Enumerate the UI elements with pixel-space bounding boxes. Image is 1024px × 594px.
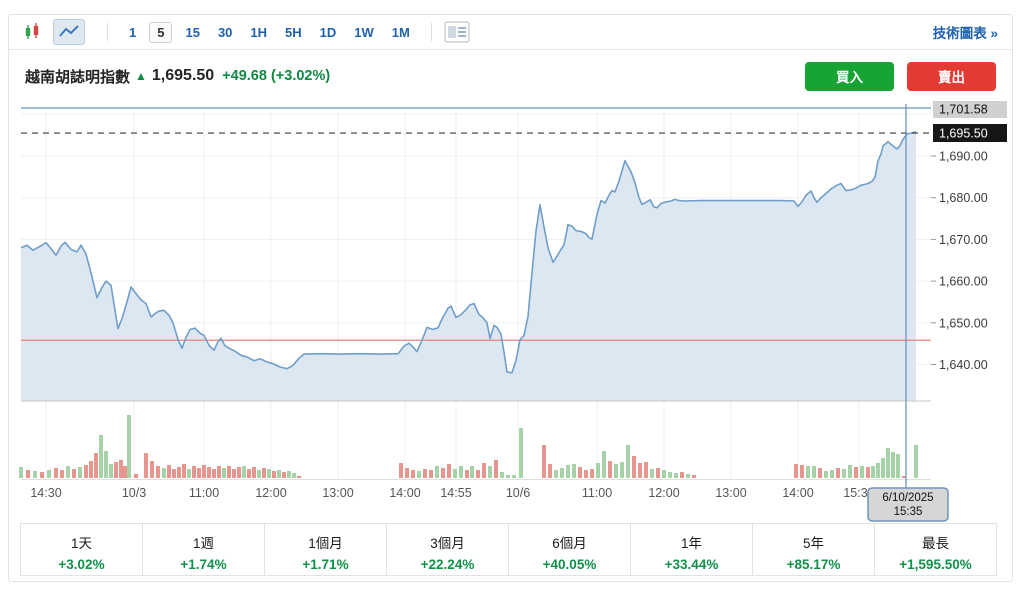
svg-text:14:30: 14:30 [30, 486, 61, 500]
chart-widget-card: 1 5 15 30 1H 5H 1D 1W 1M 技術圖表 » 越南胡誌明指數 … [8, 14, 1013, 582]
interval-5h[interactable]: 5H [285, 24, 302, 40]
svg-text:6/10/2025: 6/10/2025 [882, 492, 933, 504]
svg-text:14:00: 14:00 [782, 486, 813, 500]
buy-button[interactable]: 買入 [805, 61, 894, 91]
interval-1[interactable]: 1 [129, 24, 137, 40]
technical-chart-link[interactable]: 技術圖表 » [932, 26, 998, 41]
svg-text:13:00: 13:00 [322, 486, 353, 500]
interval-5[interactable]: 5 [149, 21, 173, 43]
candlestick-icon[interactable] [23, 22, 43, 42]
svg-text:15:35: 15:35 [843, 486, 874, 500]
interval-30[interactable]: 30 [217, 24, 233, 40]
news-panel-icon[interactable] [444, 21, 470, 43]
sell-button[interactable]: 賣出 [907, 61, 996, 91]
perf-cell-6m: 6個月 +40.05% [509, 524, 631, 575]
performance-panel: 1天 +3.02% 1週 +1.74% 1個月 +1.71% 3個月 +22.2… [20, 523, 997, 576]
svg-text:1,670.00: 1,670.00 [939, 233, 988, 247]
interval-15[interactable]: 15 [185, 24, 200, 40]
perf-cell-5y: 5年 +85.17% [753, 524, 875, 575]
perf-cell-1w: 1週 +1.74% [143, 524, 265, 575]
instrument-header: 越南胡誌明指數 ▲ 1,695.50 +49.68 (+3.02%) 買入 賣出 [9, 51, 1012, 101]
y-axis-labels: 1,690.00 1,680.00 1,670.00 1,660.00 1,650.00… [931, 150, 988, 372]
svg-text:1,690.00: 1,690.00 [939, 150, 988, 164]
up-arrow-icon: ▲ [135, 69, 147, 83]
toolbar-divider [430, 23, 432, 41]
svg-text:12:00: 12:00 [255, 486, 286, 500]
crosshair-price-label: 1,701.58 [933, 100, 1007, 118]
svg-text:1,640.00: 1,640.00 [939, 358, 988, 372]
svg-text:11:00: 11:00 [189, 486, 219, 500]
x-axis-labels: 14:30 10/3 11:00 12:00 13:00 14:00 14:55 10/6 11… [30, 486, 874, 500]
svg-text:10/6: 10/6 [506, 486, 530, 500]
svg-text:14:55: 14:55 [440, 486, 471, 500]
interval-1d[interactable]: 1D [319, 24, 337, 40]
volume-bars [19, 415, 918, 478]
svg-text:13:00: 13:00 [715, 486, 746, 500]
svg-text:14:00: 14:00 [389, 486, 420, 500]
price-change: +49.68 (+3.02%) [222, 68, 331, 84]
crosshair-tooltip: 6/10/2025 15:35 [867, 487, 949, 522]
line-chart-icon[interactable] [53, 19, 85, 45]
svg-text:11:00: 11:00 [582, 486, 612, 500]
interval-1m[interactable]: 1M [391, 24, 410, 40]
svg-text:1,701.58: 1,701.58 [939, 103, 988, 117]
perf-cell-1y: 1年 +33.44% [631, 524, 753, 575]
svg-text:1,650.00: 1,650.00 [939, 316, 988, 330]
interval-1w[interactable]: 1W [354, 24, 374, 40]
last-price-label: 1,695.50 [933, 124, 1007, 142]
perf-cell-max: 最長 +1,595.50% [899, 536, 972, 572]
price-area-fill [21, 131, 916, 402]
last-price: 1,695.50 [151, 67, 215, 84]
svg-text:12:00: 12:00 [648, 486, 679, 500]
svg-text:1,695.50: 1,695.50 [939, 127, 988, 141]
perf-cell-1m: 1個月 +1.71% [265, 524, 387, 575]
interval-1h[interactable]: 1H [250, 24, 268, 40]
perf-cell-3m: 3個月 +22.24% [387, 524, 509, 575]
toolbar-divider [107, 23, 108, 41]
instrument-title: 越南胡誌明指數 [25, 68, 131, 86]
svg-text:15:35: 15:35 [894, 506, 923, 518]
perf-cell-1d: 1天 +3.02% [21, 524, 143, 575]
svg-text:1,660.00: 1,660.00 [939, 275, 988, 289]
price-chart[interactable]: Investing.com14:3010/311:0012:0013:0014:… [9, 100, 1012, 525]
chart-toolbar: 1 5 15 30 1H 5H 1D 1W 1M 技術圖表 » [9, 15, 1012, 50]
svg-text:1,680.00: 1,680.00 [939, 191, 988, 205]
svg-text:10/3: 10/3 [122, 486, 146, 500]
price-line [20, 131, 917, 374]
